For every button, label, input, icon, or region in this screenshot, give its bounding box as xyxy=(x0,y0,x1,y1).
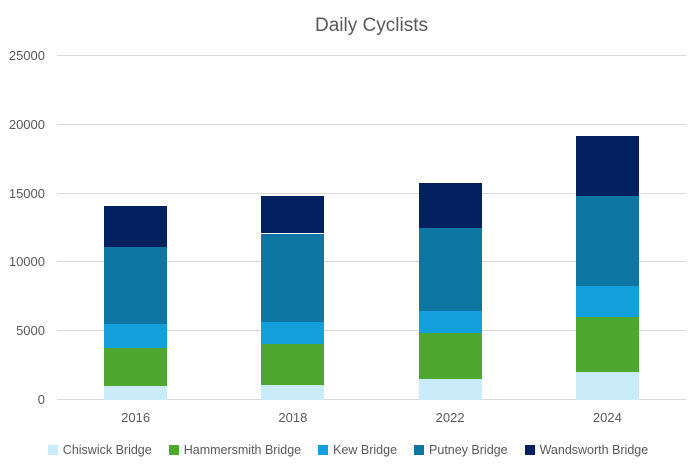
y-axis-tick-label: 15000 xyxy=(8,185,45,201)
legend: Chiswick Bridge Hammersmith Bridge Kew Bri… xyxy=(0,443,696,457)
legend-label: Wandsworth Bridge xyxy=(539,443,649,457)
legend-swatch xyxy=(318,445,329,455)
legend-label: Kew Bridge xyxy=(333,443,398,457)
bar-2018-segment-wandsworth-bridge[interactable] xyxy=(261,196,325,234)
bar-2016-segment-hammersmith-bridge[interactable] xyxy=(104,347,168,387)
legend-swatch xyxy=(524,445,535,455)
bar-2024-segment-putney-bridge[interactable] xyxy=(575,196,639,286)
y-axis-tick-label: 0 xyxy=(37,392,45,407)
legend-item-kew-bridge[interactable]: Kew Bridge xyxy=(318,443,397,457)
legend-swatch xyxy=(168,445,179,455)
bar-2024-segment-hammersmith-bridge[interactable] xyxy=(575,317,639,373)
bar-2024-segment-wandsworth-bridge[interactable] xyxy=(575,135,639,197)
bar-2016-segment-chiswick-bridge[interactable] xyxy=(104,386,168,400)
legend-item-hammersmith-bridge[interactable]: Hammersmith Bridge xyxy=(168,443,302,457)
bar-2018-segment-putney-bridge[interactable] xyxy=(261,233,325,322)
legend-label: Hammersmith Bridge xyxy=(183,443,302,457)
legend-label: Putney Bridge xyxy=(429,443,508,457)
x-axis-label-2016: 2016 xyxy=(121,410,151,425)
bar-2022-segment-wandsworth-bridge[interactable] xyxy=(418,182,482,228)
bar-2022-segment-kew-bridge[interactable] xyxy=(418,310,482,333)
gridline xyxy=(57,399,686,400)
bar-2022-segment-chiswick-bridge[interactable] xyxy=(418,379,482,400)
x-axis-label-2024: 2024 xyxy=(592,410,622,425)
x-axis-label-2022: 2022 xyxy=(435,410,465,425)
y-axis-tick-label: 10000 xyxy=(8,254,45,270)
chart-title: Daily Cyclists xyxy=(315,15,428,36)
bar-2018-segment-hammersmith-bridge[interactable] xyxy=(261,343,325,385)
bar-2016-segment-putney-bridge[interactable] xyxy=(104,247,168,325)
y-axis-tick-label: 5000 xyxy=(16,323,45,339)
gridline xyxy=(57,261,686,263)
bar-2016-segment-kew-bridge[interactable] xyxy=(104,324,168,348)
gridline xyxy=(57,192,686,194)
bar-2018-segment-kew-bridge[interactable] xyxy=(261,321,325,344)
bar-2024-segment-kew-bridge[interactable] xyxy=(575,285,639,318)
legend-label: Chiswick Bridge xyxy=(62,443,152,457)
y-axis-tick-label: 20000 xyxy=(8,116,45,132)
bar-2022-segment-hammersmith-bridge[interactable] xyxy=(418,332,482,380)
gridline xyxy=(57,330,686,332)
legend-swatch xyxy=(47,445,58,455)
bar-2016-segment-wandsworth-bridge[interactable] xyxy=(104,205,168,248)
legend-item-putney-bridge[interactable]: Putney Bridge xyxy=(414,443,508,457)
bar-2022-segment-putney-bridge[interactable] xyxy=(418,228,482,311)
bar-2018-segment-chiswick-bridge[interactable] xyxy=(261,384,325,400)
x-axis-label-2018: 2018 xyxy=(278,410,308,425)
legend-item-wandsworth-bridge[interactable]: Wandsworth Bridge xyxy=(524,443,649,457)
bar-2024-segment-chiswick-bridge[interactable] xyxy=(575,372,639,400)
gridline xyxy=(57,123,686,125)
legend-item-chiswick-bridge[interactable]: Chiswick Bridge xyxy=(47,443,152,457)
y-axis-tick-label: 25000 xyxy=(8,48,45,63)
legend-swatch xyxy=(414,445,425,455)
gridline xyxy=(57,55,686,56)
